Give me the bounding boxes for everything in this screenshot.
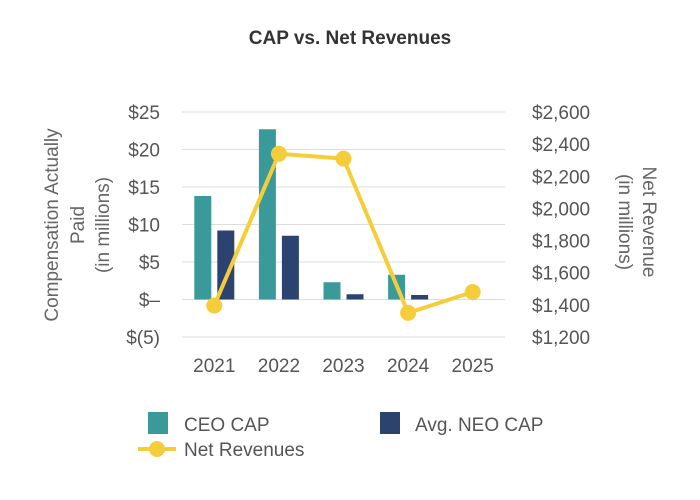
chart-title: CAP vs. Net Revenues — [249, 28, 451, 49]
left-tick-label: $15 — [128, 178, 160, 199]
left-tick-label: $10 — [128, 216, 160, 237]
bar — [346, 294, 364, 300]
gridlines — [182, 111, 505, 338]
right-tick-label: $2,600 — [532, 103, 590, 124]
left-axis-ticks: $25 $20 $15 $10 $5 $– $(5) — [126, 103, 160, 349]
left-tick-label: $20 — [128, 141, 160, 162]
legend-label: Net Revenues — [184, 440, 304, 461]
left-axis-label-line: Compensation Actually — [42, 128, 63, 322]
right-tick-label: $2,000 — [532, 199, 590, 220]
line-point — [464, 284, 481, 300]
legend-swatch — [148, 412, 168, 434]
x-axis-ticks: 2021 2022 2023 2024 2025 — [193, 356, 494, 377]
bar — [411, 295, 429, 300]
left-tick-label: $25 — [128, 103, 160, 124]
right-tick-label: $1,400 — [532, 296, 590, 317]
left-tick-label: $5 — [139, 253, 160, 274]
left-tick-label: $(5) — [126, 328, 160, 349]
line-point — [400, 304, 417, 321]
left-axis-label-line: Paid — [68, 206, 89, 244]
legend-marker — [149, 441, 165, 457]
legend: CEO CAP Avg. NEO CAP Net Revenues — [138, 412, 543, 461]
right-tick-label: $2,400 — [532, 135, 590, 156]
x-tick-label: 2024 — [387, 356, 430, 377]
line-point — [206, 297, 223, 314]
left-tick-label: $– — [139, 291, 161, 312]
left-axis-label: Compensation Actually Paid (in millions) — [42, 128, 114, 322]
bar — [217, 230, 235, 300]
x-tick-label: 2025 — [452, 356, 494, 377]
bar — [323, 282, 341, 300]
line-series — [206, 145, 481, 321]
right-tick-label: $2,200 — [532, 167, 590, 188]
x-tick-label: 2022 — [258, 356, 300, 377]
right-axis-label-line: Net Revenue — [638, 167, 659, 278]
legend-label: Avg. NEO CAP — [415, 415, 543, 436]
right-tick-label: $1,600 — [532, 264, 590, 285]
bar — [281, 235, 299, 300]
line-point — [270, 145, 287, 162]
x-tick-label: 2023 — [322, 356, 364, 377]
right-axis-ticks: $2,600 $2,400 $2,200 $2,000 $1,800 $1,600 $1,4… — [532, 103, 590, 349]
legend-label: CEO CAP — [184, 415, 270, 436]
bar — [194, 196, 212, 300]
left-axis-label-line: (in millions) — [93, 177, 114, 273]
series-line — [212, 151, 475, 315]
line-point — [335, 150, 352, 167]
x-tick-label: 2021 — [193, 356, 235, 377]
legend-swatch — [380, 412, 400, 434]
right-axis-label-line: (in millions) — [614, 174, 635, 270]
right-tick-label: $1,800 — [532, 232, 590, 253]
right-axis-label: Net Revenue(in millions) — [614, 167, 659, 278]
right-tick-label: $1,200 — [532, 328, 590, 349]
